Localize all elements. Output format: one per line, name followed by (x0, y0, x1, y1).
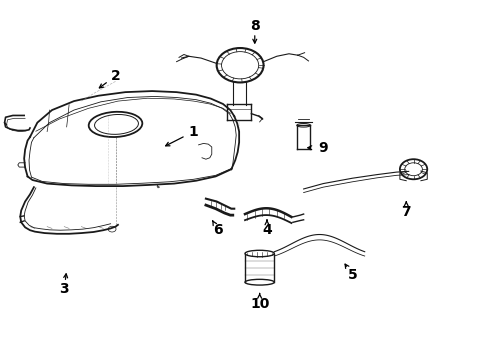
Text: 1: 1 (189, 125, 198, 139)
Text: 7: 7 (401, 205, 411, 219)
Text: 8: 8 (250, 19, 260, 33)
Text: 3: 3 (59, 282, 69, 296)
Text: 6: 6 (213, 223, 223, 237)
Text: 9: 9 (318, 141, 328, 155)
Text: 10: 10 (250, 297, 270, 311)
Text: 2: 2 (111, 69, 121, 83)
Text: 5: 5 (347, 268, 357, 282)
Text: 4: 4 (262, 223, 272, 237)
